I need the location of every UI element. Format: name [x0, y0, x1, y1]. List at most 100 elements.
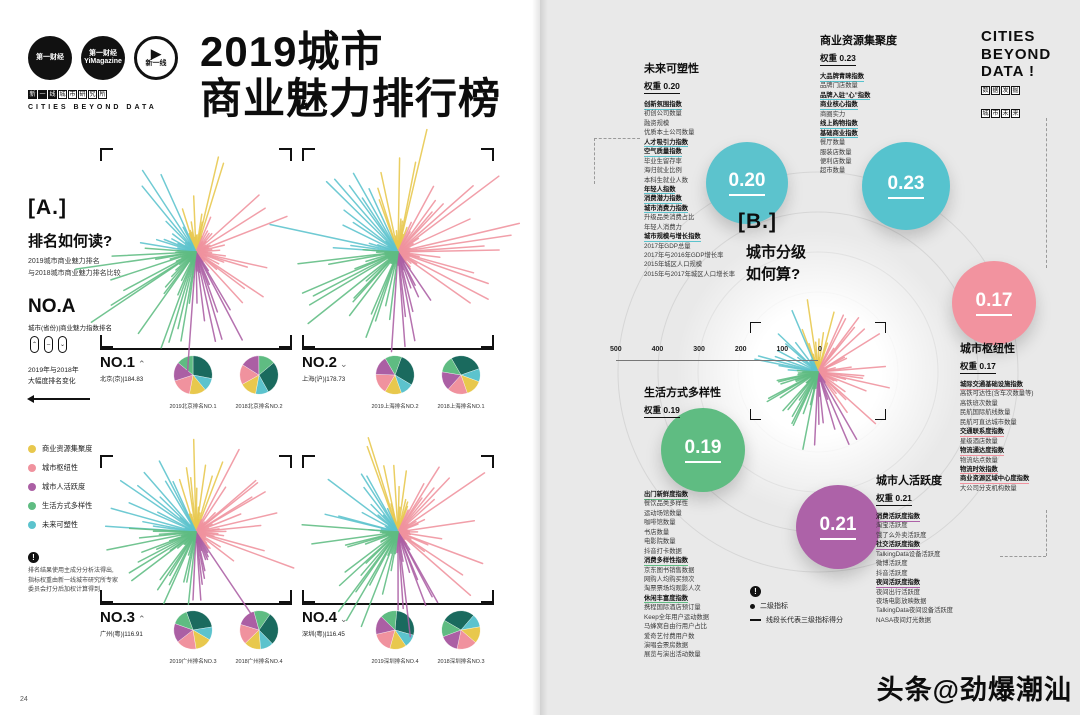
indicator-item: 民航国际航线数量 — [960, 409, 1011, 417]
city-score: 北京(京)|184.83 — [100, 376, 144, 383]
category-weight: 权重 0.20 — [644, 80, 680, 94]
indicator-item: 民航可直达城市数量 — [960, 418, 1017, 426]
line-icon — [750, 619, 761, 621]
indicator-item: 便利店数量 — [820, 157, 852, 165]
yimagazine-logo: 第一财经 YiMagazine — [81, 36, 125, 80]
char-box: 市 — [68, 90, 77, 99]
char-box: 研 — [78, 90, 87, 99]
indicator-list: 创新氛围指数 初创公司数量 融资规模 优质本土公司数量 人才吸引力指数 空气质量指数 毕业生… — [644, 100, 804, 279]
char-box: 一 — [38, 90, 47, 99]
crop-mark-icon — [302, 148, 315, 161]
logo-tagline-1: 数据发掘 — [981, 86, 1051, 104]
indicator-item: 高铁可达性(含车次数量等) — [960, 390, 1034, 398]
axis-tick: 200 — [734, 346, 747, 353]
indicator-item: 出门新鲜度指数 — [644, 491, 689, 500]
crop-mark-icon — [302, 590, 315, 603]
pie-caption: 2019深圳排名NO.4 — [371, 659, 419, 665]
legend-dot-icon — [28, 464, 36, 472]
category-title: 未来可塑性 — [644, 63, 699, 75]
change-note: 2019年与2018年 大幅度排名变化 — [28, 366, 79, 388]
indicator-item: 大品牌青睐指数 — [820, 73, 865, 82]
category-title: 城市枢纽性 — [960, 343, 1015, 355]
crop-mark-icon — [875, 409, 886, 420]
category-legend: 商业资源集聚度 城市枢纽性 城市人活跃度 生活方式多样性 未来可塑性 — [28, 444, 92, 539]
indicator-item: 2015年城区人口规模 — [644, 261, 703, 269]
indicator-item: 物流通达度指数 — [960, 447, 1005, 456]
pie-2019-stack: 2019北京排名NO.1 — [162, 354, 224, 410]
pill-flat-icon: – — [44, 336, 53, 353]
indicator-item: 京东图书销售数据 — [644, 566, 695, 574]
ranking-block-no3: NO.3 ⌃ 广州(粤)|116.91 2019广州排名NO.3 2018广州排名… — [100, 438, 295, 665]
indicator-item: 马蜂窝自由行用户占比 — [644, 623, 707, 631]
char-box: 新 — [28, 90, 37, 99]
indicator-item: 物流时效指数 — [960, 465, 998, 475]
indicator-item: 高铁班次数量 — [960, 399, 998, 407]
indicator-item: 2017年与2016年GDP增长率 — [644, 252, 724, 259]
weight-value: 0.17 — [975, 290, 1013, 316]
legend-label: 未来可塑性 — [42, 520, 78, 529]
ranking-row: NO.2 ⌄ 上海(沪)|178.73 2019上海排名NO.2 2018上海排名… — [302, 348, 494, 410]
pie-chart-2019 — [173, 610, 213, 650]
pill-up-icon: ⌃ — [30, 336, 39, 353]
crop-mark-icon — [481, 455, 494, 468]
intro-line: 2019城市商业魅力排名 — [28, 258, 100, 265]
crop-mark-icon — [100, 335, 113, 348]
footnote-line: 委员会打分后加权计算得到 — [28, 587, 101, 594]
indicator-item: 电影院数量 — [644, 538, 676, 546]
yimagazine-logo-top: 第一财经 — [89, 49, 117, 57]
weight-value: 0.23 — [887, 173, 925, 199]
indicator-item: 饿了么外卖活跃度 — [876, 531, 927, 539]
weight-value: 0.20 — [728, 170, 766, 196]
weight-circle-commercial: 0.23 — [862, 142, 950, 230]
pie-2018-stack: 2018上海排名NO.1 — [430, 354, 492, 410]
pie-2019-stack: 2019深圳排名NO.4 — [364, 609, 426, 665]
crop-mark-icon — [279, 148, 292, 161]
pill-down-icon: ⌄ — [58, 336, 67, 353]
new-first-tier-text: 新一线 — [145, 60, 167, 68]
crop-mark-icon — [279, 335, 292, 348]
indicator-item: 年轻人消费力 — [644, 223, 682, 231]
indicator-item: 商圈实力 — [820, 110, 846, 118]
left-arrow-icon — [27, 395, 90, 403]
legend-label: 生活方式多样性 — [42, 501, 93, 510]
indicator-item: 大公司分支机构数量 — [960, 484, 1017, 492]
pie-2019-stack: 2019广州排名NO.3 — [162, 609, 224, 665]
char-box: 城 — [981, 109, 990, 119]
city-score: 上海(沪)|178.73 — [302, 376, 346, 383]
indicator-item: 爱奇艺付费用户数 — [644, 632, 695, 640]
logo-line: CITIES — [981, 28, 1036, 45]
pie-caption: 2019上海排名NO.2 — [371, 404, 419, 410]
page-left: 第一财经 第一财经 YiMagazine ▶ 新一线 新一线城市研究所 CITI… — [20, 28, 521, 703]
legend-label: 线段长代表三级指标得分 — [766, 617, 843, 624]
legend-item: 未来可塑性 — [28, 520, 92, 530]
trend-arrow-icon: ⌃ — [138, 614, 146, 624]
page-right: 500 400 300 200 100 0 [B.] 城市分级 如何算? 未来可… — [540, 0, 1080, 715]
indicator-item: 初创公司数量 — [644, 110, 682, 118]
category-lifestyle-diversity: 生活方式多样性 权重 0.19 出门新鲜度指数 餐饮品类多样性 运动场馆数量 咖啡馆数… — [644, 384, 794, 660]
ranking-row: NO.4 ⌄ 深圳(粤)|116.45 2019深圳排名NO.4 2018深圳排名… — [302, 603, 494, 665]
indicator-item: 本科生就业人数 — [644, 176, 689, 184]
indicator-item: 餐饮品类多样性 — [644, 500, 689, 508]
no-a-description: 城市(省份)|商业魅力指数排名 — [28, 325, 113, 332]
indicator-item: 海归就业比例 — [644, 167, 682, 175]
char-box: 究 — [88, 90, 97, 99]
pie-chart-2018 — [441, 355, 481, 395]
legend-row: 线段长代表三级指标得分 — [750, 615, 843, 625]
legend-label: 城市枢纽性 — [42, 463, 78, 472]
category-weight: 权重 0.23 — [820, 52, 856, 66]
legend-item: 城市枢纽性 — [28, 463, 92, 473]
new-first-tier-logo: ▶ 新一线 — [134, 36, 178, 80]
indicator-item: 2017年GDP总量 — [644, 242, 691, 250]
indicator-item: 创新氛围指数 — [644, 101, 682, 110]
indicator-item: 抖音活跃度 — [876, 569, 908, 577]
title-line-2: 商业魅力排行榜 — [200, 75, 502, 123]
indicator-item: 升级品类消费占比 — [644, 214, 695, 222]
axis-tick: 300 — [693, 346, 705, 353]
legend-dot-icon — [28, 445, 36, 453]
pie-caption: 2018上海排名NO.1 — [437, 404, 485, 410]
indicator-item: 城市消费力指数 — [644, 204, 689, 214]
crop-mark-icon — [750, 409, 761, 420]
starburst-chart-beijing — [74, 148, 292, 376]
dashed-mark — [1046, 118, 1047, 268]
